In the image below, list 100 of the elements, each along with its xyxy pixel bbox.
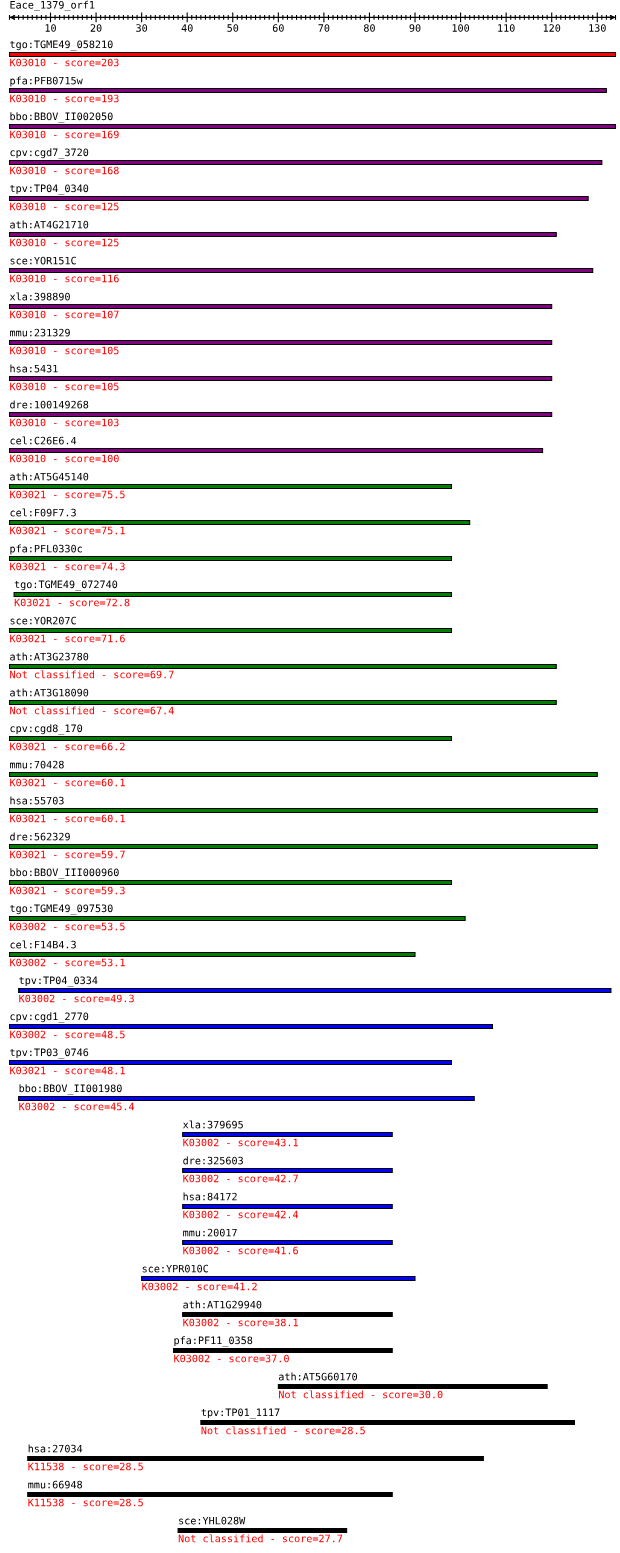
y-tick-label: xla:379695 — [183, 1120, 243, 1129]
bar — [8, 664, 557, 670]
annotation: Not classified - score=28.5 — [201, 1426, 365, 1435]
y-tick-label: ath:AT4G21710 — [10, 220, 89, 229]
annotation: Not classified - score=27.7 — [178, 1534, 343, 1543]
y-tick-label: sce:YOR207C — [10, 616, 76, 625]
bar — [8, 700, 557, 706]
y-tick-label: pfa:PFB0715w — [10, 76, 83, 87]
y-tick-label: mmu:231329 — [10, 328, 70, 337]
y-tick-label: bbo:BBOV_III000960 — [10, 868, 119, 879]
annotation: K03010 - score=116 — [10, 274, 119, 283]
bar — [27, 1492, 393, 1498]
bar — [173, 1348, 393, 1354]
bar — [8, 628, 452, 634]
x-tick-label: 60 — [272, 24, 284, 32]
bar — [13, 592, 452, 598]
annotation: K03010 - score=125 — [10, 238, 119, 247]
x-tick-label: 90 — [409, 24, 421, 32]
annotation: K03002 - score=37.0 — [174, 1354, 289, 1363]
y-tick-label: mmu:20017 — [183, 1228, 237, 1237]
annotation: K03002 - score=53.5 — [10, 922, 125, 931]
bar — [8, 808, 598, 814]
annotation: K03021 - score=75.1 — [10, 526, 125, 535]
x-axis-title: Eace_1379_orf1 — [10, 0, 95, 11]
bar — [8, 844, 598, 850]
y-tick-label: tpv:TP03_0746 — [10, 1048, 89, 1059]
y-tick-label: dre:100149268 — [10, 400, 89, 409]
x-tick-label: 100 — [452, 24, 470, 32]
bar — [18, 988, 612, 994]
y-tick-label: ath:AT1G29940 — [183, 1300, 262, 1309]
y-tick-label: pfa:PFL0330c — [10, 544, 82, 555]
y-tick-label: sce:YPR010C — [142, 1264, 208, 1273]
bar — [27, 1456, 484, 1462]
x-tick-label: 110 — [498, 24, 515, 32]
annotation: K03010 - score=169 — [10, 130, 119, 139]
annotation: Not classified - score=30.0 — [279, 1390, 443, 1399]
annotation: K03010 - score=193 — [10, 94, 119, 103]
annotation: K03002 - score=48.5 — [10, 1030, 125, 1039]
x-tick-label: 10 — [45, 24, 56, 32]
x-tick-label: 80 — [364, 24, 375, 32]
bar — [8, 196, 589, 202]
y-tick-label: sce:YHL028W — [179, 1516, 246, 1525]
bar — [182, 1168, 393, 1174]
y-tick-label: tgo:TGME49_072740 — [14, 580, 118, 591]
annotation: K03002 - score=49.3 — [19, 994, 134, 1003]
y-tick-label: hsa:55703 — [10, 796, 64, 805]
bar — [277, 1384, 548, 1390]
y-tick-label: tgo:TGME49_097530 — [10, 904, 113, 915]
bar — [141, 1276, 416, 1282]
annotation: K03002 - score=43.1 — [183, 1138, 298, 1147]
bar — [8, 124, 617, 130]
bar — [8, 880, 452, 886]
y-tick-label: cpv:cgd1_2770 — [10, 1012, 89, 1023]
annotation: K03021 - score=74.3 — [10, 562, 125, 571]
annotation: K03021 - score=60.1 — [10, 778, 125, 787]
y-tick-label: tgo:TGME49_058210 — [10, 40, 113, 51]
annotation: K03021 - score=71.6 — [10, 634, 125, 643]
x-tick-label: 130 — [589, 24, 606, 32]
bar — [18, 1096, 475, 1102]
y-tick-label: ath:AT3G23780 — [10, 652, 89, 661]
y-tick-label: sce:YOR151C — [10, 256, 76, 265]
bar — [8, 952, 416, 958]
annotation: K03002 - score=42.4 — [183, 1210, 299, 1219]
y-tick-label: dre:325603 — [183, 1156, 243, 1165]
bar — [8, 448, 544, 454]
y-tick-label: tpv:TP04_0340 — [10, 184, 89, 195]
bar — [8, 736, 452, 742]
annotation: K03010 - score=168 — [10, 166, 119, 175]
annotation: Not classified - score=69.7 — [10, 670, 174, 679]
bar — [8, 520, 471, 526]
annotation: K03021 - score=75.5 — [10, 490, 125, 499]
x-tick-label: 50 — [227, 24, 239, 32]
annotation: K03002 - score=38.1 — [183, 1318, 298, 1327]
bar — [8, 556, 452, 562]
annotation: K03021 - score=59.3 — [10, 886, 125, 895]
annotation: K03021 - score=66.2 — [10, 742, 125, 751]
y-tick-label: hsa:27034 — [28, 1444, 83, 1453]
annotation: K03010 - score=105 — [10, 346, 119, 355]
annotation: K03002 - score=42.7 — [183, 1174, 298, 1183]
bar — [8, 916, 466, 922]
y-tick-label: cpv:cgd8_170 — [10, 724, 83, 735]
y-tick-label: ath:AT3G18090 — [10, 688, 89, 697]
y-tick-label: hsa:84172 — [183, 1192, 237, 1201]
x-tick-label: 20 — [90, 24, 102, 32]
annotation: K03002 - score=53.1 — [10, 958, 125, 967]
annotation: K03021 - score=72.8 — [14, 598, 130, 607]
annotation: K03002 - score=45.4 — [19, 1102, 135, 1111]
y-tick-label: ath:AT5G60170 — [278, 1372, 358, 1381]
annotation: K03010 - score=125 — [10, 202, 119, 211]
annotation: K03002 - score=41.6 — [183, 1246, 298, 1255]
bar — [8, 160, 603, 166]
bar — [177, 1528, 348, 1534]
y-tick-label: bbo:BBOV_II002050 — [10, 112, 113, 123]
y-tick-label: mmu:70428 — [10, 760, 64, 769]
y-tick-label: xla:398890 — [9, 292, 70, 301]
x-tick-label: 70 — [318, 24, 330, 32]
y-tick-label: bbo:BBOV_II001980 — [19, 1084, 122, 1095]
bar — [8, 232, 557, 238]
bar — [8, 268, 594, 274]
bar — [8, 304, 553, 310]
